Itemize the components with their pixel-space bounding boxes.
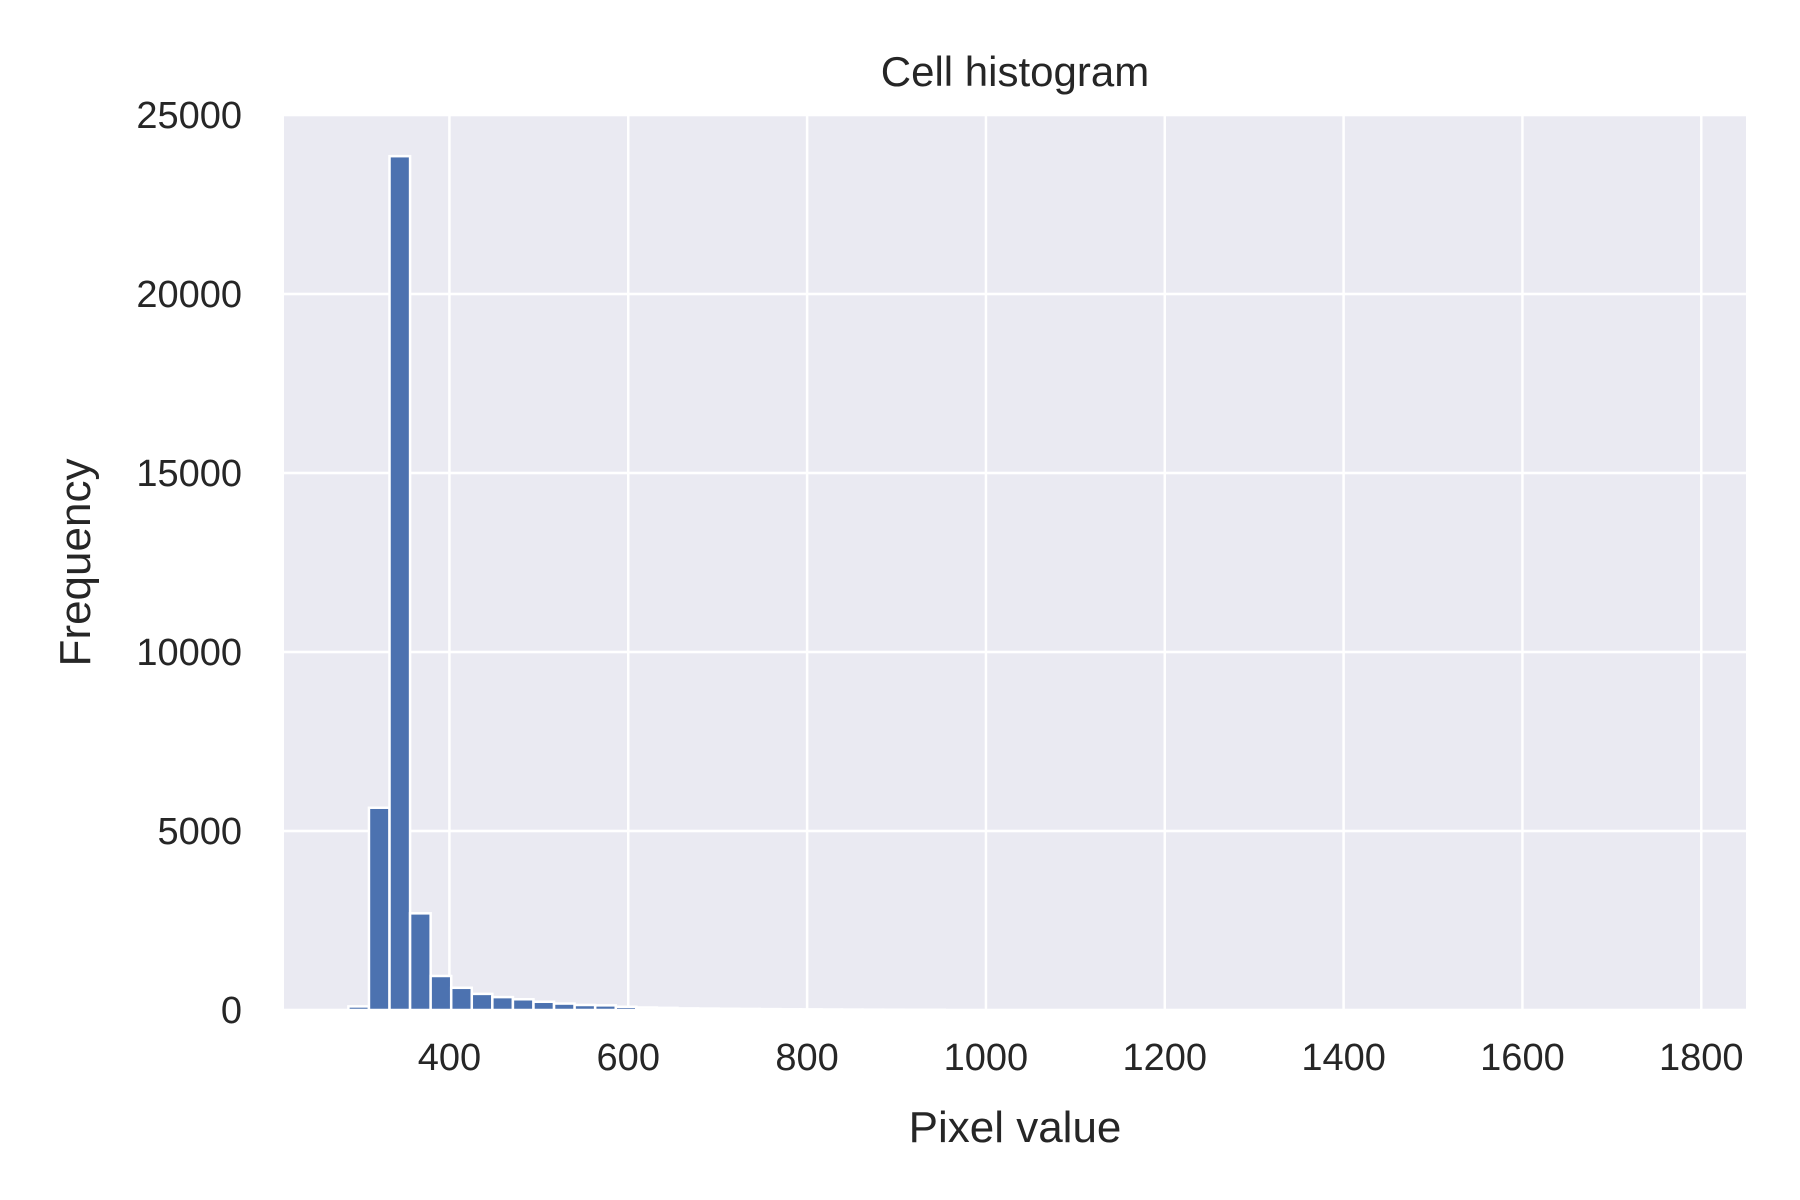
histogram-bar — [347, 1005, 371, 1012]
y-axis-label: Frequency — [51, 459, 100, 667]
histogram-bar — [491, 995, 515, 1012]
histogram-bar — [511, 998, 535, 1012]
x-tick-labels: 400 600 800 1000 1200 1400 1600 1800 — [418, 1037, 1744, 1079]
grid-lines — [284, 113, 1746, 1012]
x-tick-label: 1400 — [1301, 1037, 1386, 1079]
x-tick-label: 1600 — [1480, 1037, 1565, 1079]
x-tick-label: 1000 — [944, 1037, 1029, 1079]
histogram-bar — [429, 974, 453, 1012]
histogram-bar — [532, 1000, 556, 1012]
histogram-bar — [470, 992, 494, 1012]
histogram-bar — [635, 1006, 659, 1012]
x-tick-label: 1800 — [1659, 1037, 1744, 1079]
histogram-bar — [717, 1007, 741, 1012]
histogram-bar — [367, 806, 391, 1012]
x-axis-label: Pixel value — [909, 1103, 1122, 1152]
x-tick-label: 400 — [418, 1037, 481, 1079]
histogram-bar — [696, 1007, 720, 1012]
y-tick-label: 20000 — [136, 274, 242, 316]
y-tick-label: 5000 — [157, 811, 242, 853]
histogram-bar — [799, 1008, 823, 1012]
histogram-bar — [449, 986, 474, 1012]
histogram-bar — [676, 1007, 700, 1012]
y-tick-label: 15000 — [136, 453, 242, 495]
y-tick-labels: 0 5000 10000 15000 20000 25000 — [136, 95, 242, 1032]
histogram-bar — [408, 912, 432, 1012]
histogram-bar — [573, 1003, 597, 1012]
histogram-bar — [614, 1005, 638, 1012]
histogram-bar — [552, 1002, 576, 1012]
y-tick-label: 0 — [221, 990, 242, 1032]
bars — [347, 154, 947, 1012]
x-tick-label: 600 — [597, 1037, 660, 1079]
plot-background — [284, 115, 1746, 1010]
histogram-bar — [388, 154, 412, 1012]
chart-title: Cell histogram — [881, 48, 1149, 95]
histogram-bar — [655, 1006, 679, 1012]
y-tick-label: 10000 — [136, 632, 242, 674]
histogram-bar — [737, 1007, 761, 1012]
y-tick-label: 25000 — [136, 95, 242, 137]
histogram-bar — [593, 1004, 617, 1012]
x-tick-label: 1200 — [1123, 1037, 1208, 1079]
histogram-bar — [820, 1008, 844, 1012]
histogram-bar — [779, 1008, 803, 1012]
x-tick-label: 800 — [775, 1037, 838, 1079]
histogram-bar — [758, 1007, 782, 1012]
